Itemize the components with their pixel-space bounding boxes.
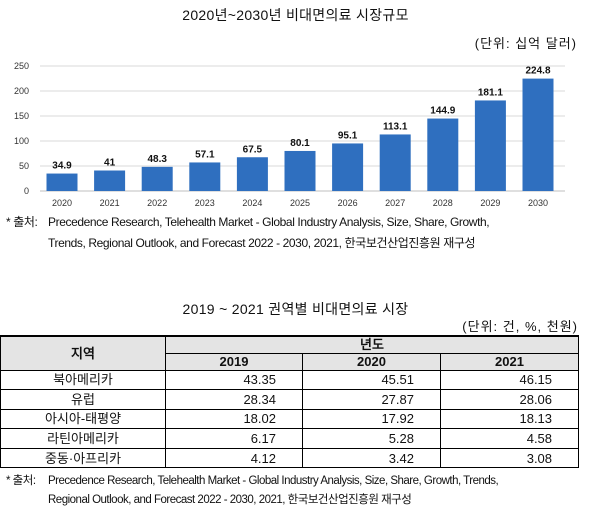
chart-title: 2020년~2030년 비대면의료 시장규모 xyxy=(182,7,409,23)
table-title: 2019 ~ 2021 권역별 비대면의료 시장 xyxy=(182,301,409,317)
value-cell: 43.35 xyxy=(165,369,303,391)
table-row: 중동·아프리카 4.12 3.42 3.08 xyxy=(0,447,580,469)
table-source-note: * 출처: Precedence Research, Telehealth Ma… xyxy=(6,472,499,510)
x-tick-label-2021: 2021 xyxy=(100,198,120,208)
value-cell: 27.87 xyxy=(302,389,441,410)
bar-2028 xyxy=(427,118,459,191)
value-label-2030: 224.8 xyxy=(525,66,550,77)
bar-2022 xyxy=(141,166,173,191)
source-note-line: Trends, Regional Outlook, and Forecast 2… xyxy=(48,236,476,250)
value-cell: 46.15 xyxy=(439,369,580,391)
region-cell: 라틴아메리카 xyxy=(0,428,166,449)
x-tick-label-2030: 2030 xyxy=(528,198,548,208)
bar-2030 xyxy=(522,78,554,191)
year-header-2021: 2021 xyxy=(439,352,580,371)
table-header: 지역 년도 2019 2020 2021 xyxy=(0,335,580,371)
value-cell: 6.17 xyxy=(165,428,303,449)
value-cell: 4.58 xyxy=(439,428,580,449)
y-tick-label-0: 0 xyxy=(24,186,29,196)
x-tick-label-2027: 2027 xyxy=(385,198,405,208)
value-cell: 3.08 xyxy=(439,447,580,469)
x-tick-label-2022: 2022 xyxy=(147,198,167,208)
table-row: 라틴아메리카 6.17 5.28 4.58 xyxy=(0,428,580,449)
chart-source-note: * 출처: Precedence Research, Telehealth Ma… xyxy=(6,212,490,254)
x-tick-label-2020: 2020 xyxy=(52,198,72,208)
bar-2021 xyxy=(94,170,126,191)
x-tick-label-2026: 2026 xyxy=(338,198,358,208)
value-label-2021: 41 xyxy=(104,158,116,169)
bar-2020 xyxy=(46,173,78,191)
regional-market-table: 지역 년도 2019 2020 2021 북아메리카 43.35 45.51 4… xyxy=(0,335,580,469)
x-tick-label-2028: 2028 xyxy=(433,198,453,208)
value-label-2020: 34.9 xyxy=(52,161,72,172)
value-cell: 45.51 xyxy=(302,369,441,391)
region-cell: 아시아-태평양 xyxy=(0,408,166,430)
y-tick-label-200: 200 xyxy=(14,86,29,96)
y-tick-label-150: 150 xyxy=(14,111,29,121)
x-tick-label-2025: 2025 xyxy=(290,198,310,208)
value-cell: 18.02 xyxy=(165,408,303,430)
value-cell: 18.13 xyxy=(439,408,580,430)
y-tick-label-100: 100 xyxy=(14,136,29,146)
table-header-row: 지역 년도 xyxy=(0,335,580,371)
bar-2023 xyxy=(189,162,221,191)
x-tick-label-2029: 2029 xyxy=(480,198,500,208)
region-cell: 유럽 xyxy=(0,389,166,410)
value-cell: 17.92 xyxy=(302,408,441,430)
source-note-line: Precedence Research, Telehealth Market -… xyxy=(48,215,490,229)
value-cell: 4.12 xyxy=(165,447,303,469)
region-cell: 중동·아프리카 xyxy=(0,447,166,469)
value-label-2027: 113.1 xyxy=(383,121,408,132)
value-label-2029: 181.1 xyxy=(478,87,503,98)
source-note-lines: Precedence Research, Telehealth Market -… xyxy=(48,212,490,254)
y-tick-label-250: 250 xyxy=(14,61,29,71)
table-row: 유럽 28.34 27.87 28.06 xyxy=(0,389,580,410)
table-header-row: 2019 2020 2021 xyxy=(1,352,580,371)
value-cell: 28.06 xyxy=(439,389,580,410)
source-note-marker: * 출처: xyxy=(6,475,36,487)
year-header-2020: 2020 xyxy=(302,352,441,371)
bar-2026 xyxy=(332,143,364,191)
table-row: 북아메리카 43.35 45.51 46.15 xyxy=(0,369,580,391)
value-label-2024: 67.5 xyxy=(243,144,263,155)
year-group-header: 년도 xyxy=(164,335,580,354)
bar-2029 xyxy=(474,100,506,191)
value-label-2026: 95.1 xyxy=(338,130,358,141)
chart-unit-label: (단위: 십억 달러) xyxy=(474,36,577,51)
table-body: 북아메리카 43.35 45.51 46.15 유럽 28.34 27.87 2… xyxy=(0,369,580,469)
region-cell: 북아메리카 xyxy=(0,369,166,391)
value-label-2022: 48.3 xyxy=(147,154,167,165)
year-header-2019: 2019 xyxy=(165,352,303,371)
x-tick-label-2023: 2023 xyxy=(195,198,215,208)
bar-2025 xyxy=(284,150,316,191)
bar-2024 xyxy=(236,157,268,191)
table-unit-label: (단위: 건, %, 천원) xyxy=(462,319,578,334)
value-cell: 28.34 xyxy=(165,389,303,410)
x-tick-label-2024: 2024 xyxy=(242,198,262,208)
value-label-2025: 80.1 xyxy=(290,138,310,149)
source-note-line: Regional Outlook, and Forecast 2022 - 20… xyxy=(48,494,412,506)
value-cell: 5.28 xyxy=(302,428,441,449)
value-label-2023: 57.1 xyxy=(195,149,215,160)
region-column-header: 지역 xyxy=(0,335,166,371)
source-note-marker: * 출처: xyxy=(6,215,38,229)
source-note-lines: Precedence Research, Telehealth Market -… xyxy=(48,472,499,510)
value-label-2028: 144.9 xyxy=(430,106,455,117)
source-note-line: Precedence Research, Telehealth Market -… xyxy=(48,475,499,487)
bar-2027 xyxy=(379,134,411,191)
y-tick-label-50: 50 xyxy=(19,161,29,171)
value-cell: 3.42 xyxy=(302,447,441,469)
market-size-bar-chart: 0 50 100 150 200 250 34.9 2020 41 2021 48.3 2022 57.… xyxy=(14,61,565,208)
table-row: 아시아-태평양 18.02 17.92 18.13 xyxy=(0,408,580,430)
